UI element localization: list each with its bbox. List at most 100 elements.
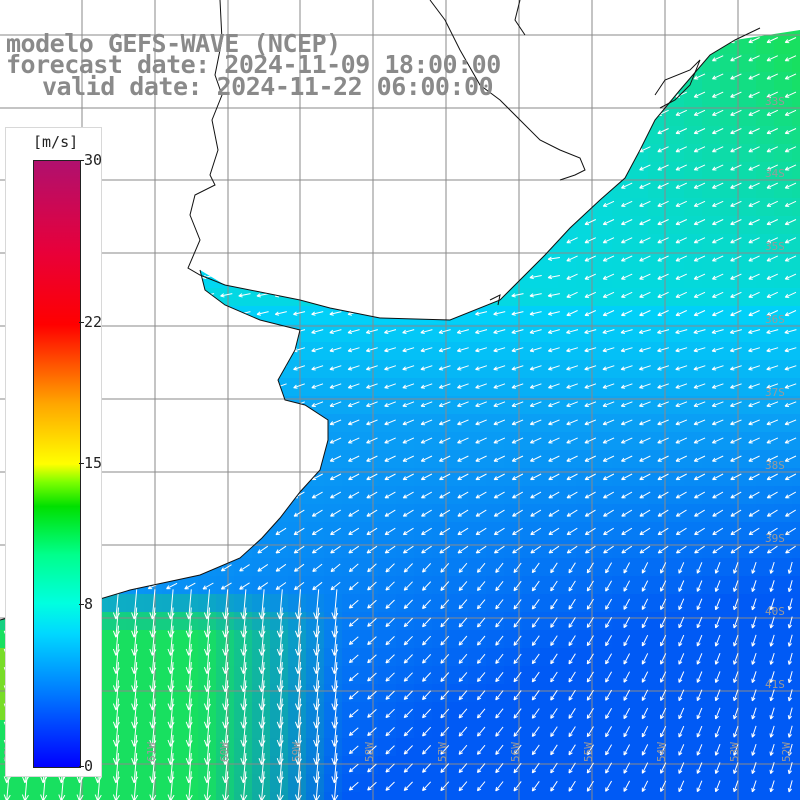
ocean-cell [738,0,756,18]
ocean-cell [108,270,126,288]
ocean-cell [396,288,414,306]
ocean-cell [288,738,306,756]
ocean-cell [144,144,162,162]
wind-arrow [476,726,486,737]
wind-arrow [675,109,688,116]
wind-arrow [129,365,142,371]
wind-arrow [475,256,488,261]
wind-arrow [422,599,432,610]
wind-arrow [620,419,633,426]
ocean-cell [792,396,800,414]
ocean-cell [756,558,774,576]
ocean-cell [468,216,486,234]
wind-arrow [621,91,633,98]
wind-arrow [256,383,269,389]
wind-arrow [185,771,193,800]
wind-arrow [657,37,669,44]
wind-arrow [730,473,742,481]
colorbar [33,160,81,768]
wind-arrow [293,365,306,371]
ocean-cell [414,702,432,720]
ocean-cell [774,594,792,612]
wind-arrow [530,509,542,517]
wind-arrow [129,383,142,389]
wind-arrow [220,509,232,517]
wind-arrow [183,347,196,353]
ocean-cell [576,612,594,630]
ocean-cell [630,288,648,306]
wind-arrow [111,545,123,554]
wind-arrow [712,509,724,517]
wind-arrow [348,672,359,682]
ocean-cell [720,378,738,396]
wind-arrow [675,527,687,536]
wind-arrow [311,256,324,261]
ocean-cell [576,666,594,684]
ocean-cell [144,612,162,630]
wind-arrow [787,561,793,574]
ocean-cell [612,90,630,108]
wind-arrow [256,146,269,152]
wind-arrow [784,310,797,317]
ocean-cell [720,414,738,432]
ocean-cell [684,630,702,648]
wind-arrow [513,562,522,574]
ocean-cell [252,468,270,486]
ocean-cell [126,288,144,306]
wind-arrow [547,92,561,97]
wind-arrow [693,200,706,207]
wind-arrow [129,256,142,261]
ocean-cell [162,324,180,342]
ocean-cell [594,234,612,252]
ocean-cell [666,702,684,720]
ocean-cell [216,342,234,360]
ocean-cell [360,666,378,684]
ocean-cell [738,432,756,450]
wind-arrow [530,527,542,536]
ocean-cell [558,504,576,522]
wind-arrow [402,110,415,115]
ocean-cell [414,684,432,702]
wind-arrow [365,347,378,353]
wind-arrow [366,545,378,554]
wind-arrow [495,744,504,755]
ocean-cell [450,486,468,504]
ocean-cell [738,360,756,378]
ocean-cell [270,468,288,486]
wind-arrow [568,671,576,683]
wind-arrow [420,437,433,444]
wind-arrow [330,581,341,591]
ocean-cell [630,126,648,144]
ocean-cell [468,576,486,594]
wind-arrow [787,689,793,702]
wind-arrow [493,545,505,554]
wind-arrow [366,401,378,407]
wind-arrow [165,365,178,371]
ocean-cell [126,576,144,594]
ocean-cell [666,594,684,612]
wind-arrow [714,598,721,611]
wind-arrow [751,762,757,775]
wind-arrow [183,220,197,225]
ocean-cell [756,702,774,720]
ocean-cell [0,90,18,108]
wind-arrow [238,220,251,225]
wind-arrow [403,745,413,755]
wind-arrow [183,311,196,316]
wind-arrow [605,653,613,665]
wind-arrow [403,672,413,682]
ocean-cell [684,198,702,216]
wind-arrow [639,419,651,426]
wind-arrow [769,634,775,647]
ocean-cell [378,576,396,594]
wind-arrow [385,581,395,591]
ocean-cell [270,594,288,612]
ocean-cell [198,648,216,666]
wind-arrow [129,128,142,134]
ocean-cell [558,54,576,72]
wind-arrow [257,582,269,590]
wind-arrow [730,109,742,116]
wind-arrow [730,55,742,62]
ocean-cell [792,576,800,594]
ocean-cell [540,684,558,702]
